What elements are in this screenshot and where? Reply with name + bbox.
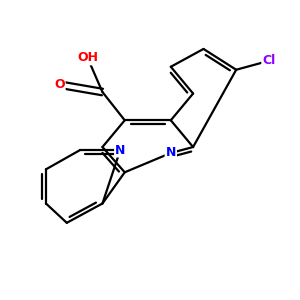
Text: O: O	[54, 78, 65, 91]
Text: N: N	[115, 143, 125, 157]
Text: OH: OH	[77, 51, 98, 64]
Text: N: N	[166, 146, 176, 160]
Text: Cl: Cl	[262, 54, 275, 67]
